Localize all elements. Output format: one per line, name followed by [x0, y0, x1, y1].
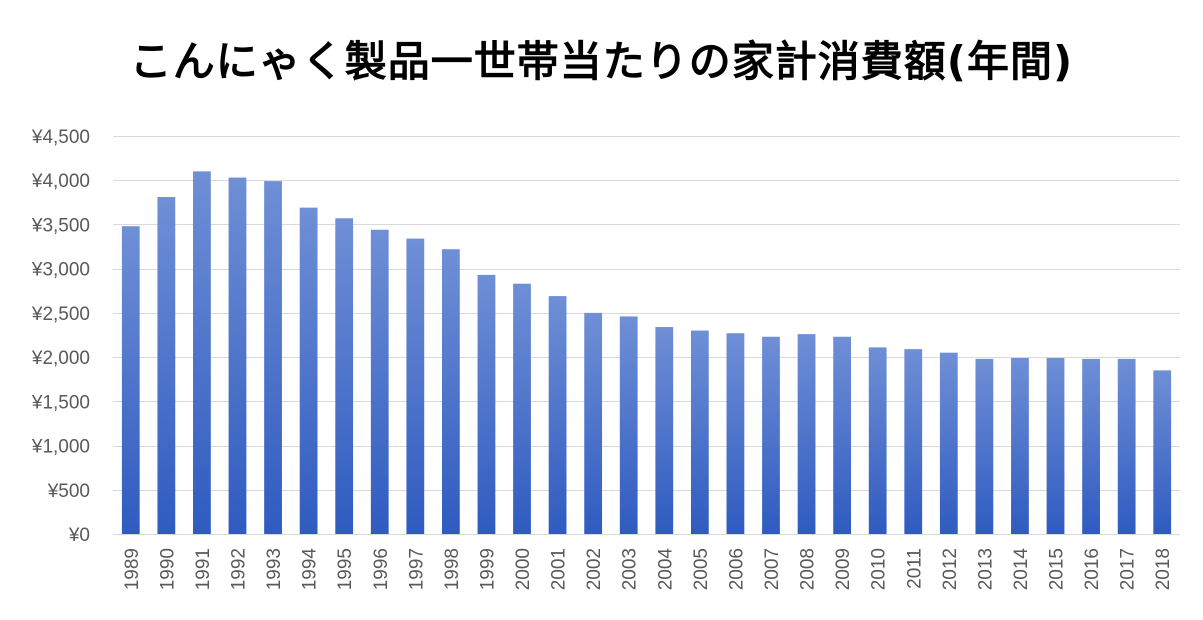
bar-1994 [299, 207, 318, 534]
x-tick-label: 1990 [157, 548, 178, 590]
bar-1997 [406, 238, 425, 534]
x-tick-label: 2004 [655, 548, 676, 591]
x-tick-label: 2014 [1011, 548, 1032, 591]
bar-1999 [477, 274, 496, 534]
x-tick-label: 2012 [940, 548, 961, 590]
bar-1998 [441, 249, 460, 534]
bar-1989 [121, 226, 140, 535]
x-tick-label: 1997 [406, 548, 427, 590]
chart-title: こんにゃく製品一世帯当たりの家計消費額(年間) [129, 37, 1074, 86]
x-tick-label: 2010 [869, 548, 890, 590]
bar-2014 [1011, 357, 1029, 534]
x-tick-label: 2005 [691, 548, 712, 590]
x-tick-label: 1989 [122, 548, 143, 590]
x-tick-label: 1993 [264, 548, 285, 590]
bar-2011 [904, 349, 923, 534]
y-tick-label: ¥500 [47, 481, 90, 502]
bar-2010 [868, 347, 887, 534]
bar-2004 [655, 327, 674, 534]
bar-2001 [548, 296, 567, 534]
bar-2008 [797, 334, 816, 534]
bar-2005 [690, 330, 709, 534]
x-tick-label: 2006 [726, 548, 747, 590]
x-tick-label: 2018 [1153, 548, 1174, 590]
y-tick-label: ¥1,000 [31, 437, 90, 458]
y-tick-label: ¥3,000 [31, 260, 90, 281]
x-tick-label: 2000 [513, 548, 534, 590]
x-tick-label: 2011 [904, 548, 925, 589]
bar-2012 [939, 352, 958, 534]
x-tick-label: 2008 [798, 548, 819, 590]
x-axis-tick-labels: 1989 1990 1991 1992 1993 1994 1995 1996 1997 1998… [122, 548, 1174, 591]
bar-2003 [619, 316, 638, 534]
x-tick-label: 1991 [193, 548, 214, 590]
x-tick-label: 1996 [371, 548, 392, 590]
gridlines [113, 136, 1180, 535]
bar-2000 [513, 283, 531, 534]
x-tick-label: 1999 [477, 548, 498, 590]
bar-1995 [335, 218, 354, 534]
x-tick-label: 2013 [975, 548, 996, 590]
bar-2007 [762, 336, 780, 534]
x-tick-label: 1998 [442, 548, 463, 590]
bar-2009 [833, 336, 852, 534]
bar-2002 [584, 312, 603, 534]
x-tick-label: 2007 [762, 548, 783, 590]
y-tick-label: ¥1,500 [31, 392, 90, 413]
x-tick-label: 2001 [549, 548, 570, 590]
bar-1993 [264, 181, 282, 534]
y-tick-label: ¥4,000 [31, 171, 90, 192]
y-tick-label: ¥4,500 [31, 127, 90, 148]
bar-2018 [1153, 370, 1172, 534]
bars [121, 171, 1172, 535]
y-tick-label: ¥2,500 [31, 304, 90, 325]
bar-2016 [1082, 358, 1100, 534]
bar-2013 [975, 358, 994, 534]
x-tick-label: 1994 [300, 548, 321, 591]
y-tick-label: ¥0 [68, 525, 90, 546]
bar-1992 [228, 177, 247, 534]
x-tick-label: 1992 [228, 548, 249, 590]
x-tick-label: 2002 [584, 548, 605, 590]
x-tick-label: 2016 [1082, 548, 1103, 590]
x-tick-label: 2009 [833, 548, 854, 590]
y-tick-label: ¥2,000 [31, 348, 90, 369]
x-tick-label: 1995 [335, 548, 356, 590]
bar-1996 [370, 229, 389, 535]
x-tick-label: 2003 [620, 548, 641, 590]
bar-2015 [1046, 357, 1065, 534]
bar-1990 [157, 197, 176, 534]
bar-2006 [726, 333, 745, 534]
x-tick-label: 2017 [1118, 548, 1139, 590]
x-tick-label: 2015 [1047, 548, 1068, 590]
y-axis-tick-labels: ¥0 ¥500 ¥1,000 ¥1,500 ¥2,000 ¥2,500 ¥3,000 ¥3,5… [31, 127, 90, 546]
bar-2017 [1117, 358, 1136, 534]
y-tick-label: ¥3,500 [31, 215, 90, 236]
bar-1991 [193, 171, 211, 534]
